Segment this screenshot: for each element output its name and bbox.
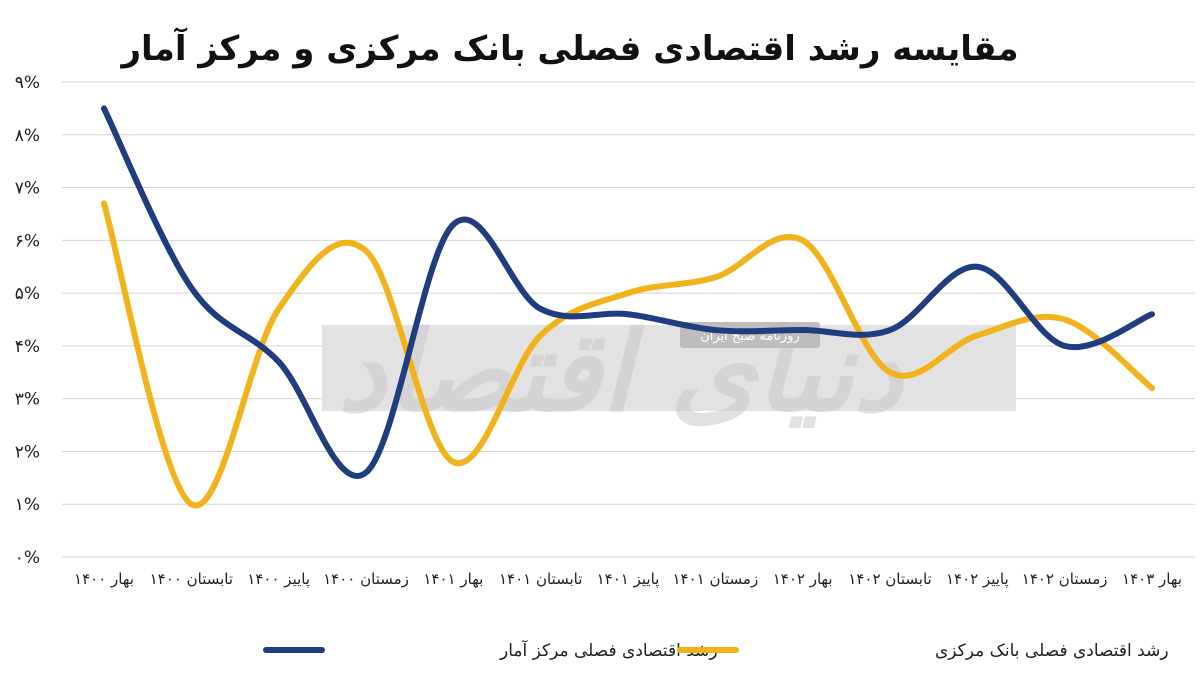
y-tick-label: ۴% (15, 337, 40, 357)
series-line-central-bank (101, 200, 1155, 509)
series-line-stats-center (101, 105, 1155, 479)
legend-label-central-bank: رشد اقتصادی فصلی بانک مرکزی (935, 641, 1169, 661)
x-tick-label: بهار ۱۴۰۱ (423, 570, 483, 588)
y-axis-ticks: ۰% ۱% ۲% ۳% ۴% ۵% ۶% ۷% ۸% ۹% (15, 73, 40, 568)
watermark-band (322, 325, 1016, 411)
y-tick-label: ۵% (15, 284, 40, 304)
x-tick-label: پاییز ۱۴۰۱ (597, 570, 660, 589)
x-tick-label: زمستان ۱۴۰۲ (1022, 570, 1108, 588)
watermark: دنیای اقتصاد روزنامه صبح ایران (322, 308, 1016, 436)
y-tick-label: ۸% (15, 126, 40, 146)
y-tick-label: ۷% (15, 179, 40, 199)
x-tick-label: تابستان ۱۴۰۰ (150, 570, 233, 588)
x-tick-label: تابستان ۱۴۰۱ (499, 570, 582, 588)
x-tick-label: پاییز ۱۴۰۰ (247, 570, 310, 589)
x-axis-ticks: بهار ۱۴۰۰ تابستان ۱۴۰۰ پاییز ۱۴۰۰ زمستان ۱۴… (74, 570, 1182, 589)
x-tick-label: بهار ۱۴۰۰ (74, 570, 134, 588)
y-tick-label: ۱% (15, 495, 40, 515)
x-tick-label: بهار ۱۴۰۲ (773, 570, 833, 588)
x-tick-label: زمستان ۱۴۰۱ (672, 570, 758, 588)
y-tick-label: ۶% (15, 231, 40, 251)
x-tick-label: زمستان ۱۴۰۰ (323, 570, 409, 588)
x-tick-label: بهار ۱۴۰۳ (1122, 570, 1182, 588)
chart-title: مقایسه رشد اقتصادی فصلی بانک مرکزی و مرک… (119, 27, 1018, 69)
y-tick-label: ۳% (15, 390, 40, 410)
y-tick-label: ۲% (15, 442, 40, 462)
y-tick-label: ۰% (15, 548, 40, 568)
x-tick-label: تابستان ۱۴۰۲ (848, 570, 931, 588)
legend-label-stats-center: رشد اقتصادی فصلی مرکز آمار (499, 639, 718, 661)
legend: رشد اقتصادی فصلی مرکز آمار رشد اقتصادی ف… (263, 639, 1169, 661)
series-lines (101, 105, 1155, 509)
y-tick-label: ۹% (15, 73, 40, 93)
x-tick-label: پاییز ۱۴۰۲ (946, 570, 1009, 589)
